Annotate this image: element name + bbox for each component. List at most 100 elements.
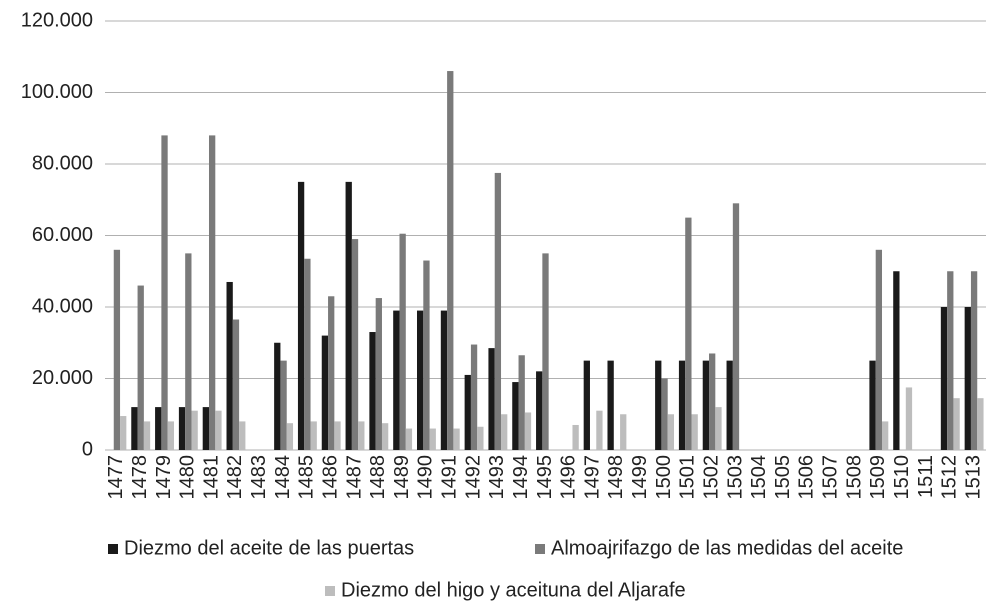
bar: [732, 203, 740, 450]
x-tick-label: 1501: [677, 455, 699, 500]
bar: [488, 348, 495, 450]
bar: [351, 239, 359, 450]
legend-swatch: [108, 544, 118, 554]
x-tick-label: 1487: [343, 455, 365, 500]
x-tick-label: 1511: [915, 455, 937, 498]
x-tick-label: 1494: [510, 455, 532, 500]
bar: [655, 360, 662, 450]
bar: [191, 410, 198, 450]
x-tick-label: 1498: [605, 455, 627, 500]
bar: [208, 135, 216, 450]
bar: [583, 360, 590, 450]
bar: [239, 421, 246, 450]
x-tick-label: 1504: [748, 455, 770, 500]
bar: [274, 342, 281, 450]
bar: [702, 360, 710, 450]
bar: [215, 410, 222, 450]
bar: [596, 410, 603, 450]
bar: [477, 426, 484, 450]
bar: [726, 360, 733, 450]
x-tick-label: 1496: [558, 455, 580, 500]
y-tick-label: 0: [82, 438, 93, 460]
bar: [518, 355, 525, 450]
x-tick-label: 1499: [629, 455, 651, 500]
bar: [524, 412, 532, 450]
x-tick-label: 1480: [177, 455, 199, 500]
y-tick-label: 100.000: [21, 81, 93, 103]
y-tick-label: 40.000: [32, 295, 93, 317]
x-tick-label: 1486: [319, 455, 341, 500]
bar: [875, 249, 883, 450]
bar: [178, 407, 186, 450]
x-tick-label: 1507: [820, 455, 842, 500]
x-tick-label: 1512: [939, 455, 961, 500]
bar: [202, 407, 209, 450]
bar: [429, 428, 436, 450]
bar: [536, 371, 543, 450]
bar: [494, 172, 502, 450]
bar: [709, 353, 716, 450]
bar: [381, 423, 389, 450]
x-tick-label: 1491: [439, 455, 461, 500]
bar: [977, 398, 984, 450]
x-tick-label: 1500: [653, 455, 675, 500]
x-tick-label: 1479: [153, 455, 175, 500]
x-tick-label: 1493: [486, 455, 508, 500]
bar: [369, 332, 376, 450]
x-tick-label: 1485: [296, 455, 318, 500]
x-tick-label: 1477: [105, 455, 127, 500]
bar: [167, 421, 174, 450]
x-tick-label: 1484: [272, 455, 294, 500]
x-tick-label: 1513: [962, 455, 984, 500]
bar: [297, 181, 305, 450]
bar: [678, 360, 686, 450]
x-tick-label: 1490: [415, 455, 437, 500]
legend-swatch: [535, 544, 545, 554]
bar: [280, 360, 287, 450]
x-tick-label: 1510: [891, 455, 913, 500]
bar: [334, 421, 341, 450]
x-tick-label: 1508: [843, 455, 865, 500]
x-tick-label: 1505: [772, 455, 794, 500]
y-tick-label: 120.000: [21, 9, 93, 31]
bar: [328, 296, 335, 450]
y-tick-label: 20.000: [32, 367, 93, 389]
bar: [120, 416, 127, 450]
bar: [304, 258, 311, 450]
x-tick-label: 1482: [224, 455, 246, 500]
y-tick-label: 60.000: [32, 224, 93, 246]
bar: [131, 407, 138, 450]
bar: [893, 271, 900, 450]
bar: [661, 378, 668, 450]
bar: [232, 319, 240, 450]
bar: [685, 217, 692, 450]
legend-label: Diezmo del higo y aceituna del Aljarafe: [341, 579, 686, 601]
bar: [137, 285, 144, 450]
x-tick-label: 1483: [248, 455, 270, 500]
bar: [607, 360, 614, 450]
x-tick-label: 1502: [700, 455, 722, 500]
bar: [321, 335, 329, 450]
bar: [399, 233, 406, 450]
bar: [953, 398, 960, 450]
x-tick-label: 1506: [796, 455, 818, 500]
legend-swatch: [325, 586, 335, 596]
bar: [464, 374, 471, 450]
x-tick-label: 1503: [724, 455, 746, 500]
bar: [542, 253, 549, 450]
bar: [155, 407, 162, 450]
bar: [940, 307, 948, 450]
bar: [882, 421, 889, 450]
bar: [447, 71, 454, 451]
x-tick-label: 1489: [391, 455, 413, 500]
bar: [440, 310, 448, 450]
bar: [620, 414, 627, 450]
bar: [286, 423, 294, 450]
y-tick-label: 80.000: [32, 152, 93, 174]
legend-label: Almoajrifazgo de las medidas del aceite: [551, 537, 903, 559]
x-tick-label: 1495: [534, 455, 556, 500]
bar: [970, 271, 978, 450]
bar: [416, 310, 424, 450]
bar: [143, 421, 151, 450]
